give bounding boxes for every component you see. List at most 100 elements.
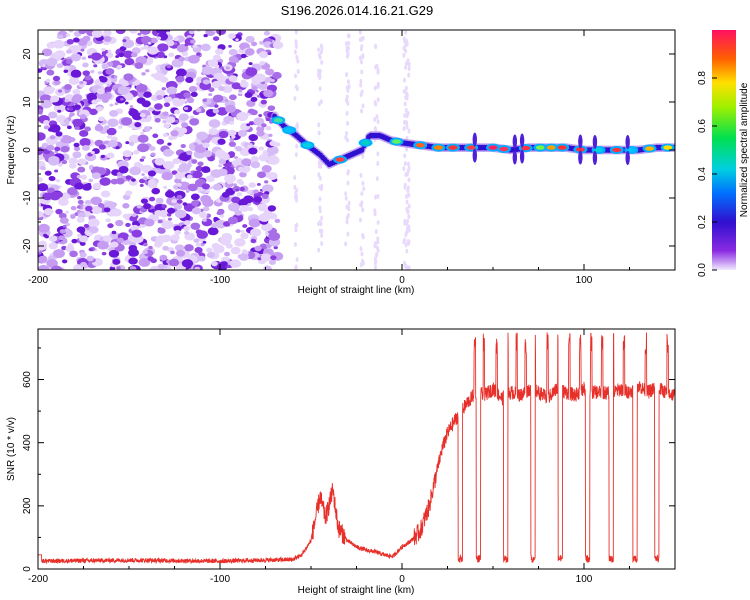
noise-blob [273,246,278,250]
streak-blob [374,194,378,200]
noise-blob [64,65,71,70]
noise-blob [50,265,63,270]
noise-blob [250,161,261,169]
noise-blob [81,56,87,60]
streak-blob [405,248,409,254]
streak-blob [344,241,348,247]
noise-blob [40,165,46,171]
noise-blob [50,87,56,92]
noise-blob [157,43,169,52]
noise-blob [101,63,110,69]
streak-blob [404,242,408,248]
noise-blob [38,132,46,141]
streak-blob [320,233,324,239]
noise-blob [167,217,173,221]
noise-blob [231,196,241,204]
streak-blob [374,259,378,265]
noise-blob [193,142,198,146]
colorbar-ticks: 0.0 0.2 0.4 0.6 0.8 [697,71,717,277]
streak-blob [375,176,379,182]
streak-blob [402,126,406,132]
streak-blob [405,95,409,101]
ridge-lobe [512,134,518,149]
noise-blob [144,218,155,227]
noise-blob [135,83,148,93]
noise-blob [162,245,169,251]
noise-blob [46,144,55,151]
noise-blob [202,206,210,212]
noise-blob [128,244,138,252]
noise-blob [101,97,109,103]
noise-blob [173,203,183,210]
noise-blob [202,218,207,222]
streak-blob [319,99,323,105]
y-tick-label: 600 [22,371,33,388]
streak-blob [407,61,411,67]
streak-blob [407,214,411,220]
x-tick-label: 100 [576,275,593,286]
noise-blob [77,195,82,200]
noise-blob [261,222,273,232]
noise-blob [173,225,182,232]
noise-blob [245,48,255,56]
noise-blob [97,54,103,59]
ridge-lobe [578,150,583,165]
streak-blob [346,180,350,186]
noise-blob [139,158,145,162]
noise-blob [159,254,168,261]
noise-blob [128,266,137,270]
streak-blob [318,68,322,74]
streak-blob [402,166,406,172]
streak-blob [407,227,411,233]
noise-blob [216,107,228,116]
streak-blob [407,72,411,78]
streak-blob [404,263,408,269]
noise-blob [115,177,125,185]
noise-blob [190,91,198,98]
ridge-peak [575,147,585,152]
noise-blob [119,46,127,52]
noise-blob [197,161,204,167]
noise-blob [267,52,272,56]
noise-blob [99,177,111,186]
noise-blob [217,209,225,215]
noise-blob [214,149,226,158]
streak-blob [346,120,350,126]
noise-blob [128,257,138,265]
y-tick-label: 400 [22,434,33,451]
noise-blob [235,38,239,42]
noise-blob [258,154,269,162]
noise-blob [38,177,43,183]
noise-blob [139,183,144,187]
noise-blob [245,35,255,43]
noise-blob [38,68,43,73]
streak-blob [319,186,323,192]
streak-blob [296,69,300,75]
noise-blob [88,218,100,228]
noise-blob [107,49,112,53]
noise-blob [66,38,74,45]
streak-blob [344,195,348,201]
streak-blob [294,40,298,46]
noise-blob [58,235,66,241]
streak-blob [317,160,321,166]
noise-blob [220,261,228,267]
noise-blob [82,70,91,76]
noise-blob [137,143,150,153]
streak-blob [402,77,406,83]
noise-blob [165,116,176,124]
noise-blob [185,76,194,84]
noise-blob [64,83,72,90]
noise-blob [197,174,202,177]
noise-blob [54,146,61,152]
noise-blob [52,249,65,259]
noise-blob [140,47,145,51]
streak-blob [359,172,363,178]
noise-blob [187,183,198,192]
noise-blob [149,37,158,44]
streak-blob [359,246,363,252]
noise-blob [156,36,162,41]
noise-blob [48,242,58,250]
noise-blob [140,131,144,135]
noise-blob [186,150,193,156]
